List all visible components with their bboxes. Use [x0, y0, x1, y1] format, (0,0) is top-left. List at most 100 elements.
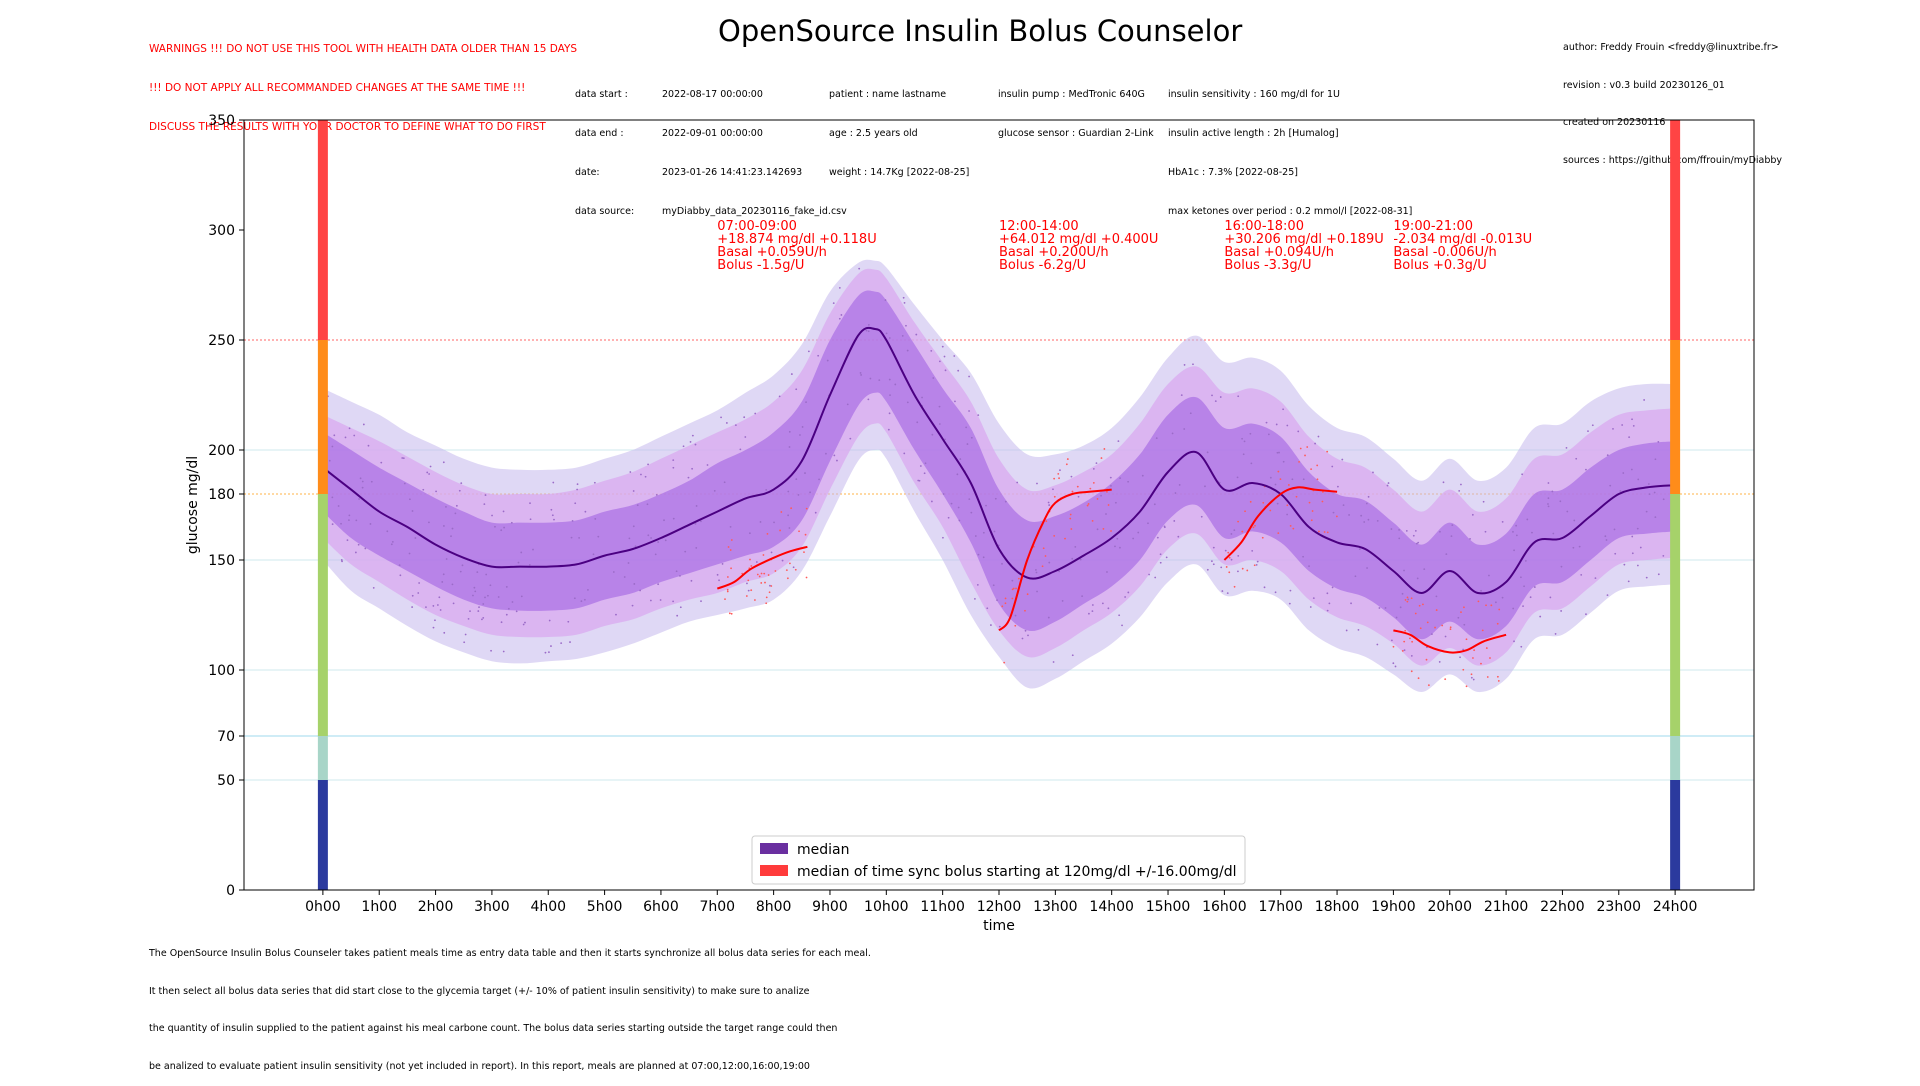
bolus-reading-dot — [1427, 684, 1430, 687]
bolus-reading-dot — [1279, 478, 1282, 481]
reading-dot — [593, 481, 596, 484]
bolus-reading-dot — [1489, 657, 1491, 659]
bolus-reading-dot — [1096, 498, 1099, 500]
bolus-reading-dot — [1311, 510, 1314, 512]
reading-dot — [1107, 607, 1110, 610]
x-tick-label-15h00: 15h00 — [1146, 899, 1191, 915]
footer-line-2: It then select all bolus data series tha… — [149, 985, 810, 997]
bolus-reading-dot — [1024, 609, 1026, 612]
x-axis-label: time — [983, 918, 1015, 934]
reading-dot — [1214, 400, 1217, 402]
reading-dot — [458, 489, 461, 492]
reading-dot — [672, 466, 675, 469]
reading-dot — [472, 594, 474, 597]
reading-dot — [361, 486, 364, 489]
reading-dot — [1236, 476, 1239, 479]
reading-dot — [494, 525, 496, 528]
bolus-reading-dot — [760, 572, 763, 575]
reading-dot — [1657, 440, 1660, 443]
meta-patient: patient : name lastname — [829, 89, 947, 100]
reading-dot — [859, 372, 862, 374]
reading-dot — [1410, 654, 1413, 657]
reading-dot — [906, 349, 909, 352]
bolus-reading-dot — [1410, 597, 1413, 600]
reading-dot — [631, 604, 634, 607]
reading-dot — [1267, 433, 1270, 436]
reading-dot — [1153, 503, 1156, 506]
reading-dot — [1036, 590, 1038, 593]
reading-dot — [958, 519, 961, 522]
reading-dot — [1237, 555, 1240, 557]
zone-bar-24-0 — [1670, 780, 1681, 890]
reading-dot — [1014, 614, 1017, 617]
reading-dot — [729, 525, 732, 528]
bolus-reading-dot — [1422, 603, 1424, 606]
zone-bar-0-50 — [317, 736, 328, 780]
annotation-3-line-4: Bolus -3.3g/U — [1224, 258, 1311, 273]
reading-dot — [1148, 573, 1150, 576]
reading-dot — [795, 478, 798, 481]
reading-dot — [1317, 435, 1320, 438]
reading-dot — [1274, 483, 1277, 486]
reading-dot — [787, 514, 790, 517]
reading-dot — [1632, 424, 1635, 427]
zone-bar-24-50 — [1670, 736, 1681, 780]
bolus-reading-dot — [1107, 504, 1110, 506]
reading-dot — [553, 518, 555, 521]
reading-dot — [517, 561, 520, 564]
reading-dot — [1219, 396, 1222, 398]
reading-dot — [1384, 607, 1387, 609]
reading-dot — [348, 427, 351, 430]
reading-dot — [1494, 601, 1497, 604]
reading-dot — [706, 464, 709, 466]
bolus-reading-dot — [1103, 448, 1106, 450]
reading-dot — [1210, 560, 1213, 563]
reading-dot — [1405, 529, 1408, 532]
reading-dot — [482, 603, 485, 605]
reading-dot — [1354, 575, 1357, 578]
reading-dot — [1430, 633, 1433, 635]
reading-dot — [331, 445, 334, 448]
bolus-reading-dot — [727, 546, 730, 548]
reading-dot — [1631, 418, 1633, 421]
bolus-reading-dot — [1253, 564, 1256, 567]
reading-dot — [1081, 595, 1084, 598]
reading-dot — [391, 540, 394, 543]
reading-dot — [489, 584, 492, 587]
reading-dot — [888, 412, 891, 415]
reading-dot — [597, 535, 600, 538]
reading-dot — [328, 459, 331, 462]
reading-dot — [1001, 562, 1003, 565]
bolus-reading-dot — [1069, 517, 1072, 520]
reading-dot — [552, 481, 555, 484]
reading-dot — [1288, 602, 1291, 605]
reading-dot — [1526, 518, 1529, 521]
bolus-reading-dot — [785, 569, 788, 572]
reading-dot — [436, 604, 439, 606]
reading-dot — [788, 527, 791, 529]
reading-dot — [1226, 592, 1229, 595]
reading-dot — [1539, 615, 1542, 618]
bolus-reading-dot — [726, 590, 729, 593]
reading-dot — [1114, 501, 1117, 504]
warning-line-3: DISCUSS THE RESULTS WITH YOUR DOCTOR TO … — [149, 121, 546, 133]
reading-dot — [450, 535, 452, 538]
reading-dot — [770, 551, 773, 554]
reading-dot — [502, 650, 505, 653]
author-info: author: Freddy Frouin <freddy@linuxtribe… — [1563, 17, 1782, 180]
reading-dot — [654, 553, 657, 556]
bolus-reading-dot — [1066, 458, 1069, 460]
bolus-reading-dot — [1473, 649, 1476, 652]
reading-dot — [633, 583, 636, 585]
x-tick-label-1h00: 1h00 — [361, 899, 397, 915]
reading-dot — [860, 374, 863, 376]
reading-dot — [1092, 467, 1095, 470]
reading-dot — [1654, 458, 1657, 461]
reading-dot — [1520, 645, 1523, 648]
meta-value-data-start: 2022-08-17 00:00:00 — [662, 89, 763, 100]
footer-line-1: The OpenSource Insulin Bolus Counseler t… — [149, 948, 871, 959]
y-tick-label-300: 300 — [208, 223, 235, 239]
bolus-reading-dot — [1014, 624, 1017, 627]
reading-dot — [773, 521, 775, 524]
reading-dot — [1274, 591, 1277, 594]
